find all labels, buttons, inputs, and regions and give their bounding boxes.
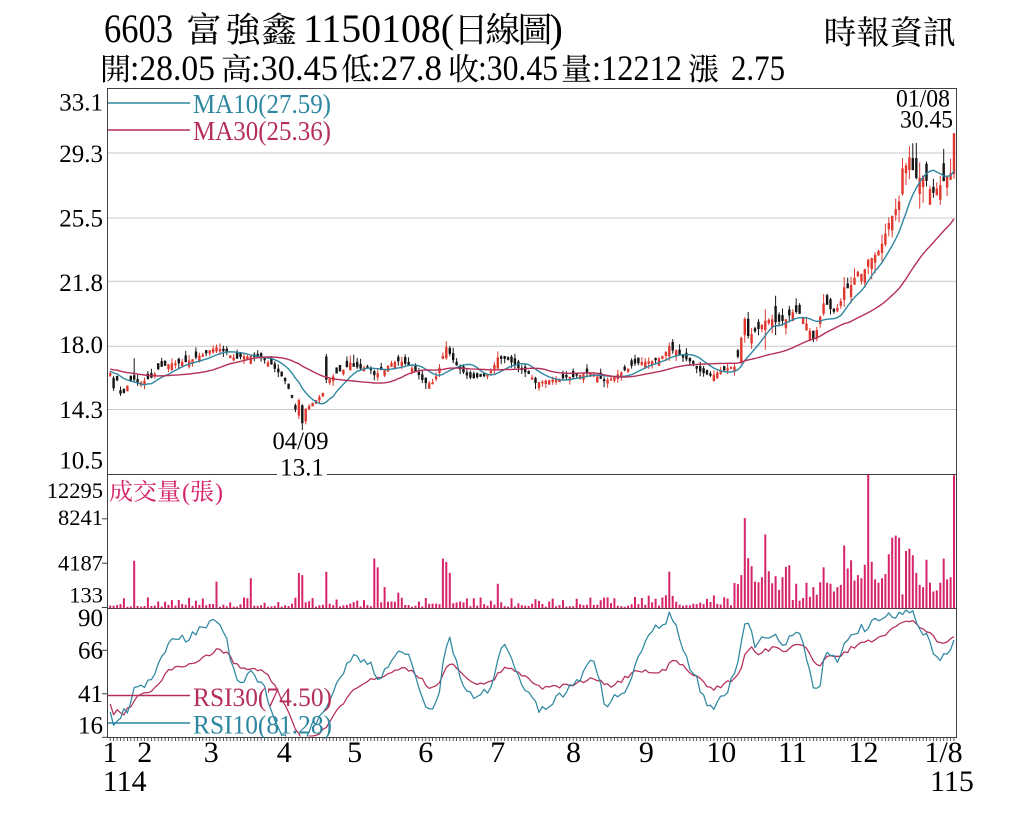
svg-text:90: 90 [78, 605, 103, 632]
svg-text:8: 8 [566, 736, 581, 769]
svg-text:9: 9 [639, 736, 654, 769]
svg-text:RSI30(74.50): RSI30(74.50) [193, 683, 332, 712]
svg-text:2.75: 2.75 [731, 48, 785, 88]
svg-text:(: ( [182, 480, 190, 506]
svg-text::30.45: :30.45 [478, 48, 558, 88]
svg-text:25.5: 25.5 [59, 205, 103, 232]
svg-text:6: 6 [418, 736, 433, 769]
svg-text:29.3: 29.3 [59, 141, 103, 168]
svg-text::28.05: :28.05 [130, 48, 215, 88]
svg-text:4: 4 [277, 736, 292, 769]
svg-text:): ) [215, 480, 223, 506]
svg-text:8241: 8241 [58, 505, 103, 530]
svg-text:RSI10(81.28): RSI10(81.28) [193, 711, 332, 740]
svg-text:1/8: 1/8 [924, 736, 962, 769]
svg-text:3: 3 [204, 736, 219, 769]
svg-text:41: 41 [78, 681, 103, 708]
svg-text:5: 5 [347, 736, 362, 769]
svg-text:33.1: 33.1 [59, 89, 103, 116]
svg-text::30.45: :30.45 [251, 48, 338, 88]
svg-text:14.3: 14.3 [59, 397, 103, 424]
svg-text:10.5: 10.5 [59, 447, 103, 474]
svg-text:MA10(27.59): MA10(27.59) [193, 89, 331, 119]
svg-text:21.8: 21.8 [59, 270, 103, 297]
svg-text:04/09: 04/09 [273, 428, 329, 455]
svg-text:10: 10 [706, 736, 736, 769]
svg-text:MA30(25.36): MA30(25.36) [193, 116, 331, 146]
svg-text:115: 115 [930, 765, 974, 798]
svg-text::12212: :12212 [592, 48, 682, 88]
svg-text::27.8: :27.8 [371, 48, 442, 88]
svg-text:12: 12 [849, 736, 879, 769]
svg-text:7: 7 [490, 736, 505, 769]
svg-text:): ) [550, 6, 563, 51]
svg-text:12295: 12295 [47, 478, 103, 503]
svg-text:133: 133 [69, 583, 103, 608]
svg-text:13.1: 13.1 [280, 455, 324, 482]
svg-text:30.45: 30.45 [900, 107, 953, 134]
svg-text:01/08: 01/08 [896, 86, 950, 113]
svg-text:2: 2 [137, 736, 152, 769]
svg-text:16: 16 [78, 712, 103, 739]
svg-text:66: 66 [78, 637, 103, 664]
svg-text:114: 114 [103, 765, 147, 798]
svg-text:6603: 6603 [104, 6, 173, 51]
svg-text:1150108(: 1150108( [303, 6, 454, 51]
svg-text:18.0: 18.0 [59, 332, 103, 359]
svg-text:11: 11 [778, 736, 807, 769]
svg-text:4187: 4187 [58, 550, 103, 575]
svg-text:1: 1 [103, 736, 118, 769]
